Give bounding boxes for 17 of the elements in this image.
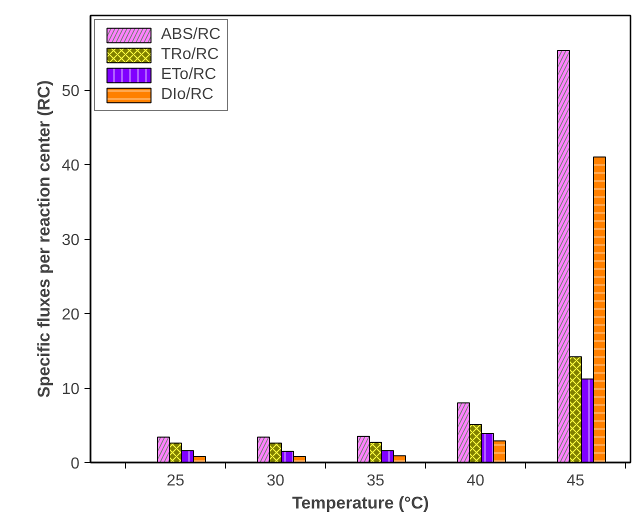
legend-label: TRo/RC xyxy=(161,46,219,64)
x-tick-label: 25 xyxy=(166,472,184,490)
legend-label: ETo/RC xyxy=(161,66,216,84)
y-tick-label: 20 xyxy=(62,306,80,324)
x-tick-label: 40 xyxy=(466,472,484,490)
legend-label: ABS/RC xyxy=(161,26,221,44)
x-tick-label: 35 xyxy=(366,472,384,490)
y-tick-label: 10 xyxy=(62,381,80,398)
y-tick-label: 40 xyxy=(62,158,80,174)
y-axis-title: Specific fluxes per reaction center (RC) xyxy=(34,80,54,398)
x-tick-label: 45 xyxy=(566,472,584,490)
y-tick-label: 50 xyxy=(62,83,80,100)
legend-label: DIo/RC xyxy=(161,86,214,104)
y-tick-label: 30 xyxy=(62,232,80,249)
x-tick-label: 30 xyxy=(266,472,284,490)
x-axis-title: Temperature (°C) xyxy=(292,494,429,512)
y-tick-label: 0 xyxy=(70,456,80,472)
